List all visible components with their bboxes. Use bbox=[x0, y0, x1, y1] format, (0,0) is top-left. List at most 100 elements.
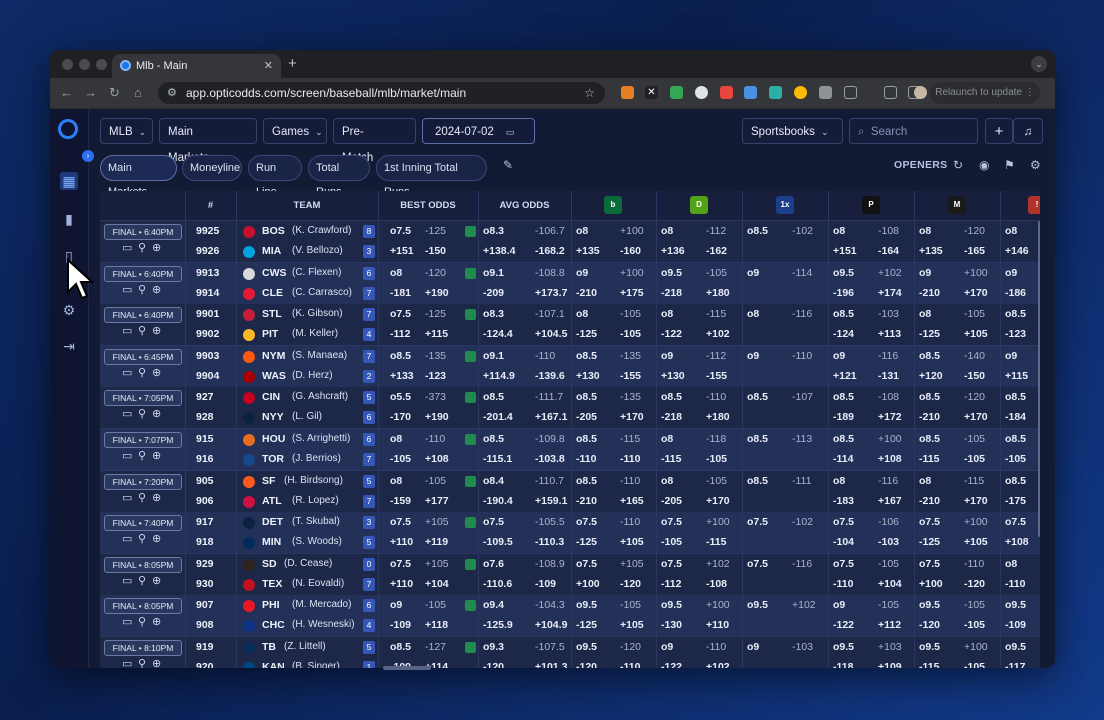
relaunch-button[interactable]: Relaunch to update ⋮ bbox=[930, 82, 1040, 104]
odds-price[interactable]: -113 bbox=[792, 433, 813, 445]
odds-line[interactable]: o8 bbox=[390, 433, 403, 445]
odds-price[interactable]: +102 bbox=[706, 557, 730, 570]
odds-line[interactable]: +130 bbox=[661, 369, 685, 382]
location-pin-icon[interactable]: ⚲ bbox=[138, 491, 147, 504]
odds-price[interactable]: +180 bbox=[706, 411, 730, 424]
odds-price[interactable]: -110 bbox=[620, 516, 641, 529]
odds-line[interactable]: o8.5 bbox=[747, 433, 769, 445]
odds-price[interactable]: -116 bbox=[792, 308, 813, 321]
odds-price[interactable]: -139.6 bbox=[535, 369, 565, 382]
location-pin-icon[interactable]: ⚲ bbox=[138, 658, 147, 668]
odds-price[interactable]: -110 bbox=[964, 557, 985, 570]
odds-line[interactable]: o8.5 bbox=[1005, 391, 1027, 404]
odds-price[interactable]: -115 bbox=[620, 433, 641, 445]
odds-price[interactable]: -118 bbox=[706, 433, 727, 445]
odds-line[interactable]: +135 bbox=[919, 245, 943, 257]
gear-icon[interactable]: ⚙ bbox=[1030, 158, 1041, 172]
odds-line[interactable]: -184 bbox=[1005, 411, 1027, 424]
odds-line[interactable]: -210 bbox=[919, 411, 941, 424]
odds-price[interactable]: -105 bbox=[964, 308, 986, 321]
odds-price[interactable]: -106 bbox=[878, 516, 900, 529]
odds-line[interactable]: o8 bbox=[661, 433, 674, 445]
odds-line[interactable]: o9 bbox=[1005, 266, 1018, 279]
reload-icon[interactable]: ↻ bbox=[109, 85, 120, 100]
date-picker[interactable]: 2024-07-02 ▭ bbox=[422, 118, 535, 144]
odds-line[interactable]: o8.5 bbox=[576, 349, 598, 362]
odds-line[interactable]: o8.5 bbox=[1005, 433, 1027, 445]
odds-price[interactable]: +100 bbox=[964, 516, 988, 529]
site-info-icon[interactable]: ⚙ bbox=[167, 87, 177, 99]
odds-price[interactable]: -103 bbox=[792, 641, 814, 653]
plus-circle-icon[interactable]: ⊕ bbox=[152, 283, 162, 296]
odds-price[interactable]: -108.8 bbox=[535, 266, 565, 279]
odds-price[interactable]: +180 bbox=[706, 286, 730, 299]
odds-line[interactable]: o7.5 bbox=[390, 225, 412, 237]
table-row[interactable]: FINAL • 8:10PM ▭ ⚲ ⊕ 919 TB (Z. Littell) 5 o8.5 -… bbox=[100, 637, 1040, 668]
location-pin-icon[interactable]: ⚲ bbox=[138, 366, 147, 379]
odds-line[interactable]: o7.5 bbox=[576, 516, 598, 529]
odds-price[interactable]: -160 bbox=[620, 245, 642, 257]
odds-price[interactable]: +118 bbox=[425, 619, 449, 632]
odds-line[interactable]: -110 bbox=[1005, 577, 1026, 590]
book-pinnacle-header[interactable]: P bbox=[828, 191, 915, 220]
plus-circle-icon[interactable]: ⊕ bbox=[152, 366, 162, 379]
odds-price[interactable]: -105 bbox=[706, 453, 728, 465]
odds-line[interactable]: +135 bbox=[576, 245, 600, 257]
target-icon[interactable]: ◉ bbox=[979, 158, 990, 172]
odds-price[interactable]: -105 bbox=[620, 308, 642, 321]
odds-price[interactable]: -108 bbox=[878, 391, 900, 404]
team-abbr[interactable]: CHC bbox=[262, 619, 285, 632]
odds-price[interactable]: -103 bbox=[878, 536, 900, 549]
odds-line[interactable]: -110 bbox=[576, 453, 597, 465]
plus-circle-icon[interactable]: ⊕ bbox=[152, 242, 162, 254]
odds-line[interactable]: o9 bbox=[833, 599, 846, 612]
bookmark-star-icon[interactable]: ☆ bbox=[584, 86, 595, 100]
team-abbr[interactable]: BOS bbox=[262, 225, 285, 237]
team-abbr[interactable]: NYM bbox=[262, 349, 286, 362]
odds-line[interactable]: +100 bbox=[919, 577, 943, 590]
odds-line[interactable]: o8 bbox=[919, 308, 932, 321]
odds-line[interactable]: o7.5 bbox=[919, 516, 941, 529]
odds-line[interactable]: o8.5 bbox=[483, 391, 505, 404]
minimize-window-dot[interactable] bbox=[79, 59, 90, 70]
odds-line[interactable]: +114.9 bbox=[483, 369, 515, 382]
odds-price[interactable]: +190 bbox=[425, 286, 449, 299]
odds-line[interactable]: +151 bbox=[390, 245, 414, 257]
odds-price[interactable]: -111.7 bbox=[535, 391, 564, 404]
opticodds-logo-icon[interactable] bbox=[58, 119, 78, 139]
odds-line[interactable]: o8 bbox=[661, 474, 674, 487]
odds-line[interactable]: o8 bbox=[661, 308, 674, 321]
odds-price[interactable]: -105.5 bbox=[535, 516, 565, 529]
odds-price[interactable]: +170 bbox=[964, 411, 988, 424]
close-window-dot[interactable] bbox=[62, 59, 73, 70]
odds-price[interactable]: +105 bbox=[620, 536, 644, 549]
odds-line[interactable]: -210 bbox=[919, 494, 941, 507]
table-row[interactable]: FINAL • 6:45PM ▭ ⚲ ⊕ 9903 NYM (S. Manaea) 7 o8.5… bbox=[100, 345, 1040, 388]
odds-line[interactable]: -110.6 bbox=[483, 577, 513, 590]
odds-price[interactable]: +100 bbox=[620, 266, 644, 279]
odds-price[interactable]: -104.3 bbox=[535, 599, 565, 612]
odds-price[interactable]: +114 bbox=[425, 661, 449, 668]
tab-total-runs[interactable]: Total Runs bbox=[308, 155, 370, 198]
odds-line[interactable]: +115 bbox=[1005, 369, 1029, 382]
odds-price[interactable]: -155 bbox=[620, 369, 642, 382]
odds-line[interactable]: -181 bbox=[390, 286, 412, 299]
odds-line[interactable]: -109 bbox=[390, 619, 412, 632]
odds-line[interactable]: o8.5 bbox=[747, 225, 769, 237]
odds-price[interactable]: -109 bbox=[535, 577, 557, 590]
odds-price[interactable]: -110 bbox=[425, 433, 446, 445]
odds-line[interactable]: +146 bbox=[1005, 245, 1029, 257]
odds-price[interactable]: +173.7 bbox=[535, 286, 568, 299]
odds-price[interactable]: -116 bbox=[878, 349, 899, 362]
team-abbr[interactable]: MIN bbox=[262, 536, 282, 549]
odds-price[interactable]: -110 bbox=[792, 349, 813, 362]
tab-moneyline[interactable]: Moneyline bbox=[182, 155, 242, 181]
settings-gear-icon[interactable]: ⚙ bbox=[62, 302, 76, 318]
odds-line[interactable]: o9.5 bbox=[1005, 599, 1027, 612]
odds-price[interactable]: +170 bbox=[706, 494, 730, 507]
book-betmgm-header[interactable]: M bbox=[914, 191, 1001, 220]
odds-line[interactable]: -170 bbox=[390, 411, 412, 424]
odds-line[interactable]: o9 bbox=[661, 349, 674, 362]
odds-price[interactable]: -108 bbox=[878, 225, 900, 237]
odds-price[interactable]: -114 bbox=[792, 266, 813, 279]
